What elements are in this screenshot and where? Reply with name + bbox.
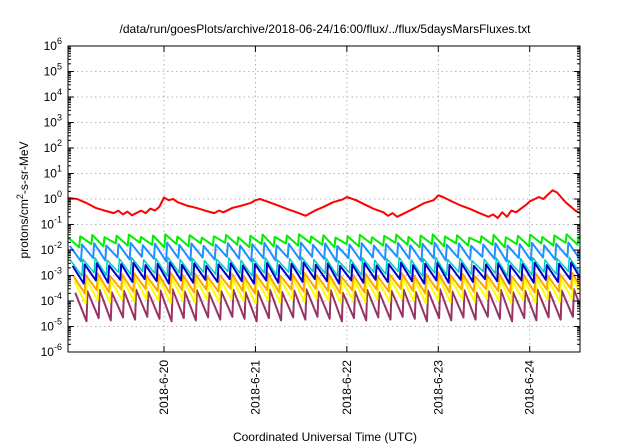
y-axis-label: protons/cm2-s-sr-MeV — [15, 141, 31, 258]
y-tick-label: 101 — [44, 164, 62, 181]
y-tick-label: 103 — [44, 113, 62, 130]
x-tick-label: 2018-6-21 — [248, 360, 262, 415]
y-tick-label: 10-4 — [41, 291, 62, 308]
flux-series-line — [71, 261, 580, 285]
x-tick-label: 2018-6-20 — [157, 360, 171, 415]
y-tick-label: 10-5 — [41, 317, 62, 334]
flux-series-line — [68, 233, 580, 249]
flux-series-line — [73, 276, 580, 305]
data-series — [68, 189, 580, 323]
y-tick-labels: 10-6 10-5 10-4 10-3 10-2 10-1 100 101 102 103 104 1… — [41, 36, 62, 359]
flux-series-line — [68, 241, 580, 263]
y-tick-label: 104 — [44, 87, 62, 104]
y-tick-label: 102 — [44, 138, 62, 155]
flux-series-line — [74, 288, 580, 323]
y-tick-label: 100 — [44, 189, 62, 206]
y-tick-label: 105 — [44, 62, 62, 79]
x-tick-label: 2018-6-24 — [523, 360, 537, 415]
y-tick-label: 10-6 — [41, 342, 62, 359]
y-tick-label: 10-3 — [41, 266, 62, 283]
x-tick-label: 2018-6-23 — [431, 360, 445, 415]
y-tick-label: 10-1 — [41, 215, 62, 232]
y-tick-label: 10-2 — [41, 240, 62, 257]
x-tick-labels: 2018-6-20 2018-6-21 2018-6-22 2018-6-23 2018… — [157, 360, 537, 415]
axis-ticks — [68, 45, 580, 353]
x-axis-label: Coordinated Universal Time (UTC) — [233, 430, 417, 444]
chart-title: /data/run/goesPlots/archive/2018-06-24/1… — [120, 22, 532, 36]
y-tick-label: 106 — [44, 36, 62, 53]
flux-series-line — [72, 271, 580, 295]
x-tick-label: 2018-6-22 — [340, 360, 354, 415]
flux-series-line — [70, 256, 580, 277]
flux-series-line — [68, 189, 580, 219]
